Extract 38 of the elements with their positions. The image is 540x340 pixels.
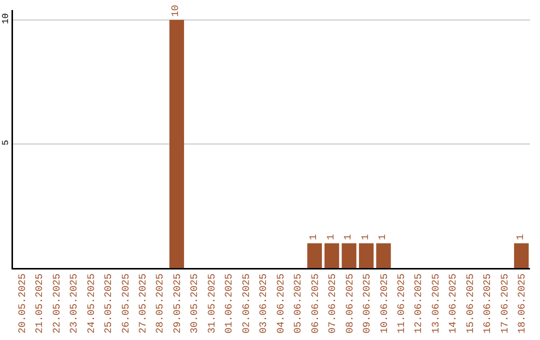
data-label: 1 bbox=[309, 234, 320, 240]
x-tick-label: 20.05.2025 bbox=[18, 274, 29, 334]
x-tick-label: 26.05.2025 bbox=[121, 274, 132, 334]
x-tick-label: 23.05.2025 bbox=[70, 274, 81, 334]
y-tick-label: 5 bbox=[0, 140, 11, 146]
x-tick-label: 03.06.2025 bbox=[259, 274, 270, 334]
x-tick-label: 06.06.2025 bbox=[310, 274, 322, 334]
x-tick-label: 22.05.2025 bbox=[52, 274, 64, 334]
x-tick-label: 05.06.2025 bbox=[294, 274, 305, 334]
x-tick-label: 02.06.2025 bbox=[242, 274, 253, 334]
x-tick-label: 24.05.2025 bbox=[86, 274, 98, 334]
data-label: 1 bbox=[360, 234, 372, 240]
x-tick-label: 27.05.2025 bbox=[138, 274, 150, 334]
data-label: 10 bbox=[171, 4, 182, 17]
x-tick-label: 11.06.2025 bbox=[397, 274, 408, 334]
x-tick-label: 07.06.2025 bbox=[328, 274, 340, 334]
x-tick-label: 29.05.2025 bbox=[172, 274, 184, 334]
x-tick-label: 17.06.2025 bbox=[500, 274, 512, 334]
data-label: 1 bbox=[344, 234, 355, 240]
x-tick-label: 01.06.2025 bbox=[224, 274, 236, 334]
x-tick-label: 12.06.2025 bbox=[414, 274, 426, 334]
x-tick-label: 10.06.2025 bbox=[380, 274, 391, 334]
x-tick-label: 25.05.2025 bbox=[104, 274, 116, 334]
x-tick-label: 13.06.2025 bbox=[431, 274, 442, 334]
x-tick-label: 04.06.2025 bbox=[276, 274, 288, 334]
x-tick-label: 08.06.2025 bbox=[345, 274, 356, 334]
x-tick-label: 28.05.2025 bbox=[156, 274, 167, 334]
x-tick-label: 18.06.2025 bbox=[518, 274, 529, 334]
x-tick-label: 16.06.2025 bbox=[483, 274, 494, 334]
x-tick-label: 30.05.2025 bbox=[190, 274, 202, 334]
x-tick-label: 31.05.2025 bbox=[207, 274, 218, 334]
x-tick-label: 15.06.2025 bbox=[466, 274, 477, 334]
x-tick-label: 09.06.2025 bbox=[362, 274, 374, 334]
data-label: 1 bbox=[516, 234, 527, 240]
x-tick-label: 14.06.2025 bbox=[448, 274, 460, 334]
data-label: 1 bbox=[378, 234, 390, 240]
x-tick-label: 21.05.2025 bbox=[35, 274, 46, 334]
data-label: 1 bbox=[326, 234, 338, 240]
